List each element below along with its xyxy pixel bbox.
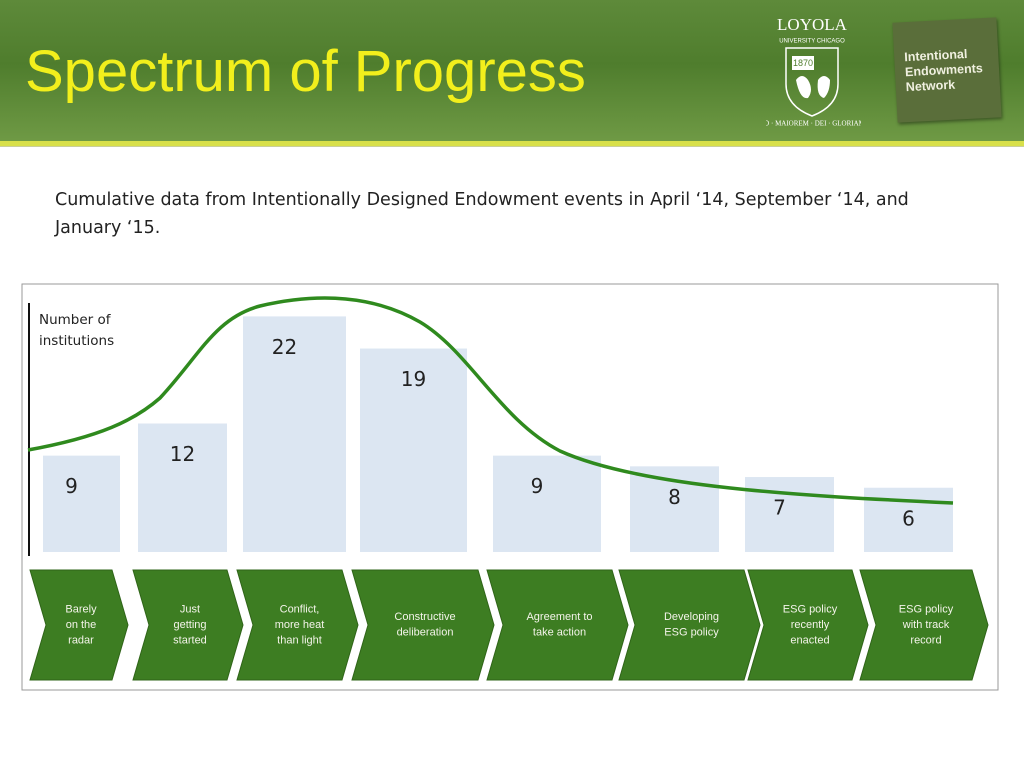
category-label: recently xyxy=(791,619,830,631)
category-label: take action xyxy=(533,627,586,639)
loyola-logo: LOYOLA UNIVERSITY CHICAGO 1870 AD · MAIO… xyxy=(766,15,861,128)
category-label: with track xyxy=(902,619,950,631)
category-label: more heat xyxy=(275,619,325,631)
stage-arrow xyxy=(747,569,869,681)
chart-frame xyxy=(21,283,999,691)
trend-curve xyxy=(27,296,954,505)
value-label: 19 xyxy=(401,367,426,391)
category-label: Conflict, xyxy=(280,603,320,615)
category-label: Barely xyxy=(65,603,97,615)
bar xyxy=(43,455,120,552)
slide-title: Spectrum of Progress xyxy=(25,39,586,104)
value-label: 8 xyxy=(668,485,681,509)
category-label: radar xyxy=(68,634,94,646)
category-label: record xyxy=(910,634,941,646)
logo-text: LOYOLA xyxy=(777,15,848,34)
category-label: on the xyxy=(66,619,97,631)
category-label: than light xyxy=(277,634,322,646)
category-label: getting xyxy=(173,619,206,631)
category-label: enacted xyxy=(790,634,829,646)
category-label: Developing xyxy=(664,611,719,623)
bar xyxy=(745,477,834,552)
category-label: Just xyxy=(180,603,200,615)
logo-text: Intentional xyxy=(903,46,968,65)
bar xyxy=(864,487,953,552)
header-band xyxy=(0,0,1024,142)
stage-arrow xyxy=(486,569,629,681)
stage-arrow xyxy=(351,569,495,681)
value-label: 7 xyxy=(773,496,786,520)
category-label: Constructive xyxy=(394,611,455,623)
bar xyxy=(138,423,227,552)
value-label: 22 xyxy=(272,335,297,359)
category-label: ESG policy xyxy=(899,603,954,615)
category-label: Agreement to xyxy=(526,611,592,623)
logo-text: AD · MAIOREM · DEI · GLORIAM xyxy=(766,120,861,128)
header-stripe xyxy=(0,141,1024,147)
stage-arrow xyxy=(29,569,129,681)
ien-logo: Intentional Endowments Network xyxy=(892,17,1002,123)
category-label: ESG policy xyxy=(783,603,838,615)
value-label: 9 xyxy=(531,474,544,498)
y-axis-label: institutions xyxy=(39,333,114,349)
bar xyxy=(243,316,346,552)
y-axis-label: Number of xyxy=(39,312,112,328)
stage-arrow xyxy=(236,569,359,681)
value-label: 12 xyxy=(170,442,195,466)
category-label: started xyxy=(173,634,207,646)
category-label: deliberation xyxy=(397,627,454,639)
bar xyxy=(493,455,601,552)
stage-arrow xyxy=(859,569,989,681)
stage-arrow xyxy=(618,569,761,681)
bar xyxy=(630,466,719,552)
bar xyxy=(360,348,467,552)
value-label: 9 xyxy=(65,474,78,498)
category-label: ESG policy xyxy=(664,627,719,639)
subtitle: Cumulative data from Intentionally Desig… xyxy=(55,190,909,238)
stage-arrow xyxy=(132,569,244,681)
logo-text: 1870 xyxy=(793,58,813,68)
logo-text: UNIVERSITY CHICAGO xyxy=(779,39,845,45)
value-label: 6 xyxy=(902,506,915,530)
